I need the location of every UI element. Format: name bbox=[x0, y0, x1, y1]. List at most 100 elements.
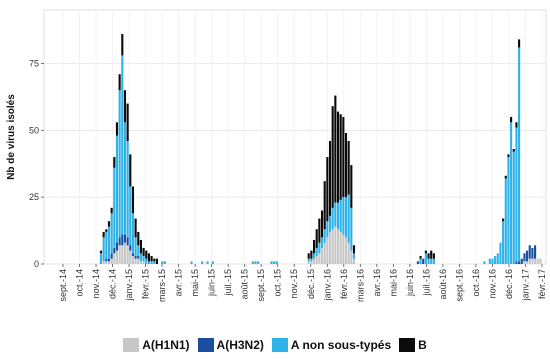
bar-h1n1 bbox=[323, 242, 326, 264]
bar-b bbox=[515, 122, 518, 128]
bar-a-untyped bbox=[99, 253, 103, 264]
y-tick-label: 0 bbox=[34, 259, 39, 269]
bar-b bbox=[312, 239, 316, 254]
bar-a-untyped bbox=[102, 237, 105, 262]
bar-a-untyped bbox=[129, 186, 132, 246]
bar-b bbox=[318, 218, 321, 243]
bar-a-untyped bbox=[331, 207, 334, 230]
bar-a-untyped bbox=[323, 229, 326, 243]
bar-b bbox=[518, 39, 521, 48]
legend-label: B bbox=[418, 338, 427, 352]
bar-b bbox=[419, 255, 422, 259]
bar-a-untyped bbox=[502, 221, 505, 264]
bar-a-untyped bbox=[312, 253, 316, 259]
bar-h3n2 bbox=[520, 258, 523, 264]
bar-h1n1 bbox=[526, 261, 529, 264]
bar-a-untyped bbox=[512, 151, 515, 264]
bar-b bbox=[342, 116, 345, 198]
bar-h1n1 bbox=[142, 261, 145, 264]
bar-h3n2 bbox=[129, 245, 132, 251]
bar-a-untyped bbox=[211, 261, 214, 264]
bar-a-untyped bbox=[320, 237, 324, 248]
legend-label: A(H3N2) bbox=[216, 338, 264, 352]
bar-a-untyped bbox=[161, 261, 164, 264]
x-tick-label: sept.-14 bbox=[58, 269, 68, 302]
bar-b bbox=[352, 245, 356, 254]
bar-h1n1 bbox=[129, 250, 132, 264]
x-tick-label: déc.-15 bbox=[306, 269, 316, 299]
bar-a-untyped bbox=[499, 242, 502, 264]
bar-a-untyped bbox=[328, 215, 332, 232]
bar-a-untyped bbox=[251, 261, 254, 264]
bar-a-untyped bbox=[123, 122, 127, 235]
bar-b bbox=[99, 250, 103, 254]
bar-h1n1 bbox=[315, 255, 318, 264]
bar-b bbox=[512, 149, 515, 152]
y-tick-label: 75 bbox=[29, 58, 39, 68]
bar-a-untyped bbox=[326, 221, 329, 238]
x-tick-label: mars-15 bbox=[157, 269, 167, 302]
bar-h1n1 bbox=[326, 237, 329, 264]
bar-a-untyped bbox=[336, 202, 340, 230]
bar-a-untyped bbox=[147, 261, 150, 264]
bar-b bbox=[113, 157, 116, 168]
bar-a-untyped bbox=[110, 213, 113, 254]
bar-a-untyped bbox=[254, 261, 257, 264]
bar-h1n1 bbox=[318, 253, 321, 264]
bar-h1n1 bbox=[121, 245, 124, 264]
bar-b bbox=[131, 186, 135, 214]
legend: A(H1N1) A(H3N2) A non sous-typés B bbox=[0, 336, 550, 354]
bar-h1n1 bbox=[118, 245, 121, 264]
bar-a-untyped bbox=[424, 253, 427, 264]
bar-a-untyped bbox=[339, 199, 342, 232]
bar-b bbox=[347, 141, 350, 195]
bar-b bbox=[323, 181, 326, 230]
bar-h1n1 bbox=[113, 253, 116, 264]
bar-b bbox=[430, 250, 433, 259]
bar-b bbox=[427, 253, 430, 259]
bar-h3n2 bbox=[131, 253, 135, 256]
bar-h1n1 bbox=[131, 255, 135, 264]
x-tick-label: mai-16 bbox=[388, 269, 398, 297]
bar-b bbox=[110, 207, 113, 214]
bar-b bbox=[507, 154, 510, 158]
bar-h3n2 bbox=[118, 237, 121, 246]
bar-h1n1 bbox=[339, 231, 342, 264]
bar-a-untyped bbox=[118, 90, 121, 238]
bar-a-untyped bbox=[515, 127, 518, 262]
bar-h3n2 bbox=[518, 261, 521, 264]
bar-b bbox=[142, 247, 145, 256]
x-tick-label: avr.-16 bbox=[372, 269, 382, 297]
x-tick-label: févr.-16 bbox=[339, 269, 349, 299]
bar-h3n2 bbox=[113, 247, 116, 254]
bar-b bbox=[145, 250, 148, 259]
bar-h3n2 bbox=[134, 255, 137, 259]
bar-a-untyped bbox=[496, 253, 499, 264]
bar-h1n1 bbox=[336, 229, 340, 264]
bar-b bbox=[126, 103, 129, 142]
bar-a-untyped bbox=[315, 247, 318, 256]
bar-a-untyped bbox=[107, 226, 111, 259]
bar-a-untyped bbox=[139, 253, 143, 262]
bar-b bbox=[339, 114, 342, 200]
x-tick-label: juil.-15 bbox=[223, 269, 233, 297]
bar-b bbox=[424, 250, 427, 254]
x-axis: sept.-14 oct.-14 nov.-14 déc.-14 janv.-15 fév… bbox=[58, 264, 547, 302]
bar-a-untyped bbox=[150, 261, 153, 264]
bar-h1n1 bbox=[350, 250, 353, 264]
bar-a-untyped bbox=[105, 231, 108, 259]
bar-h1n1 bbox=[320, 247, 324, 264]
bar-h1n1 bbox=[134, 258, 137, 264]
legend-item-h3n2: A(H3N2) bbox=[197, 338, 264, 352]
bar-a-untyped bbox=[347, 194, 350, 243]
bar-a-untyped bbox=[257, 261, 260, 264]
bar-h1n1 bbox=[107, 261, 111, 264]
bar-h1n1 bbox=[331, 229, 334, 264]
bar-h3n2 bbox=[523, 253, 526, 262]
bar-h1n1 bbox=[126, 245, 129, 264]
bar-a-untyped bbox=[273, 261, 276, 264]
bar-a-untyped bbox=[190, 261, 193, 264]
bar-a-untyped bbox=[137, 245, 140, 256]
bar-b bbox=[105, 229, 108, 232]
bar-h1n1 bbox=[539, 258, 542, 264]
